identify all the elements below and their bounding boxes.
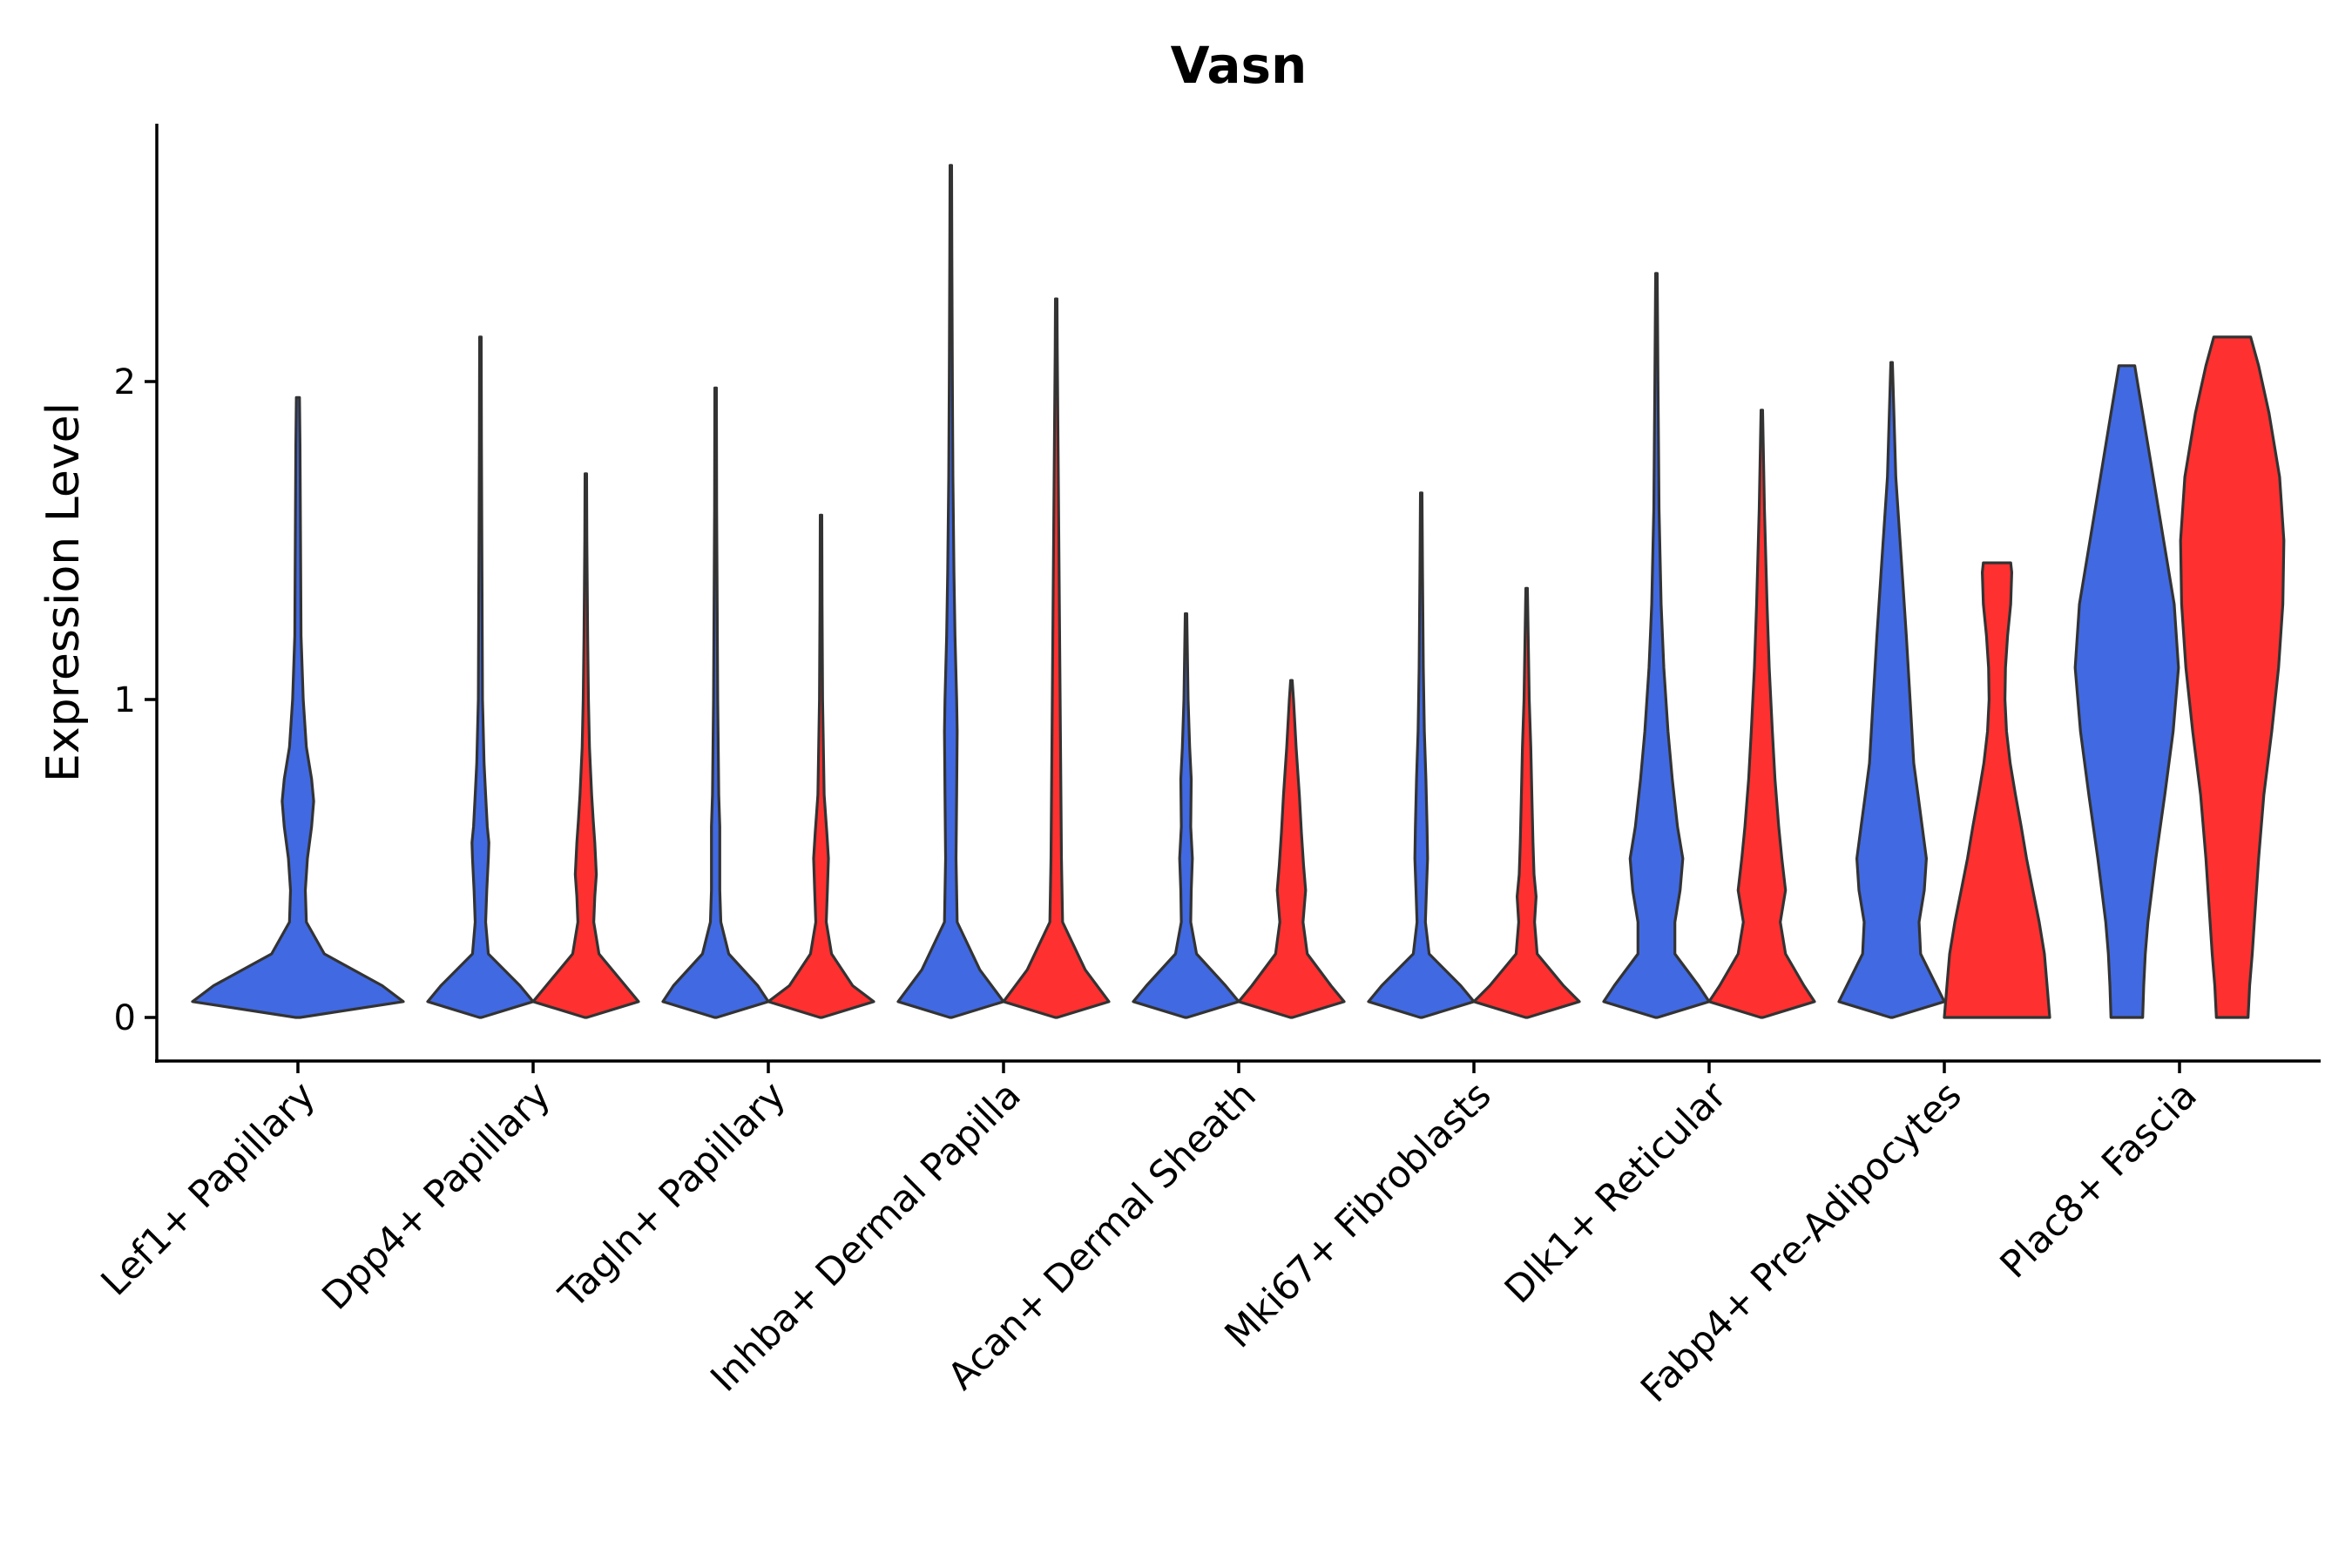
violin-right-8	[2179, 335, 2286, 1019]
violin-right-7	[1943, 561, 2051, 1019]
violin-single-0	[191, 395, 405, 1019]
y-tick-label: 1	[114, 680, 136, 720]
violin-right-5	[1472, 586, 1581, 1019]
violin-layer	[191, 164, 2286, 1019]
x-tick-label: Dpp4+ Papillary	[314, 1073, 559, 1318]
violin-left-5	[1367, 491, 1476, 1019]
x-tick-label: Mki67+ Fibroblasts	[1217, 1073, 1500, 1356]
x-tick-label: Tagln+ Papillary	[551, 1073, 794, 1317]
violin-left-6	[1602, 272, 1711, 1019]
y-axis-label: Expression Level	[37, 402, 90, 782]
y-tick-label: 2	[114, 362, 136, 402]
violin-left-4	[1132, 612, 1240, 1019]
x-tick-label: Dlk1+ Reticular	[1497, 1073, 1735, 1312]
violin-left-1	[426, 335, 535, 1019]
violin-right-1	[531, 472, 640, 1019]
y-ticks: 0 1 2	[114, 362, 157, 1038]
violin-left-2	[661, 386, 770, 1019]
violin-right-3	[1002, 297, 1111, 1019]
x-tick-label: Plac8+ Fascia	[1992, 1073, 2206, 1287]
y-tick-label: 0	[114, 998, 136, 1038]
violin-left-8	[2073, 364, 2180, 1019]
violin-right-2	[767, 513, 875, 1019]
violin-left-7	[1837, 361, 1946, 1019]
chart-title: Vasn	[1171, 36, 1308, 95]
violin-right-6	[1707, 409, 1816, 1019]
x-tick-label: Lef1+ Papillary	[93, 1073, 324, 1304]
violin-left-3	[896, 164, 1005, 1019]
violin-right-4	[1237, 679, 1346, 1019]
